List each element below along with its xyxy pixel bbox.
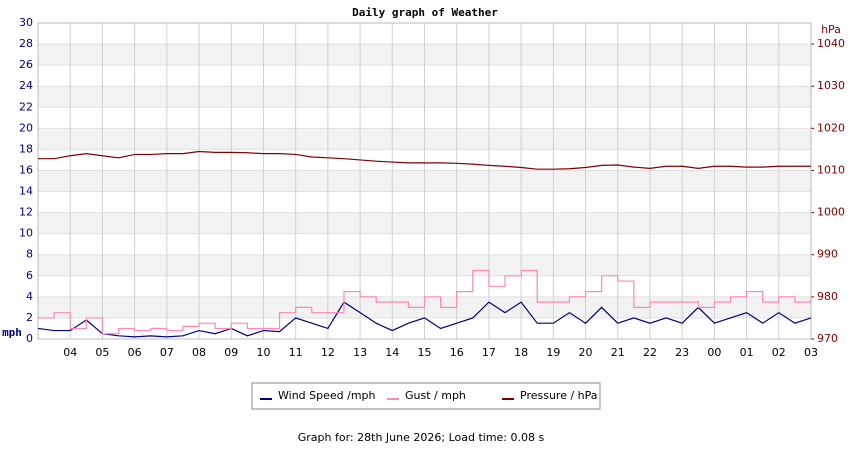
y-tick-label: 18 xyxy=(19,142,33,155)
y-tick-label: 22 xyxy=(19,100,33,113)
legend-label: Gust / mph xyxy=(405,389,466,402)
y2-tick-label: 1030 xyxy=(817,79,845,92)
x-tick-label: 21 xyxy=(611,346,625,359)
y-tick-label: 12 xyxy=(19,206,33,219)
y2-tick-label: 1020 xyxy=(817,121,845,134)
y-tick-label: 24 xyxy=(19,79,33,92)
y2-tick-label: 980 xyxy=(817,290,838,303)
x-tick-label: 06 xyxy=(128,346,142,359)
y-axis-label: mph xyxy=(2,326,22,339)
x-tick-label: 01 xyxy=(740,346,754,359)
y-tick-label: 4 xyxy=(26,290,33,303)
y-tick-label: 6 xyxy=(26,269,33,282)
x-tick-label: 10 xyxy=(256,346,270,359)
x-tick-label: 17 xyxy=(482,346,496,359)
x-tick-label: 08 xyxy=(192,346,206,359)
series-line xyxy=(38,150,811,170)
y2-tick-label: 990 xyxy=(817,248,838,261)
x-tick-label: 07 xyxy=(160,346,174,359)
x-tick-label: 15 xyxy=(418,346,432,359)
legend-label: Pressure / hPa xyxy=(520,389,598,402)
y-tick-label: 0 xyxy=(26,332,33,345)
y2-tick-label: 1010 xyxy=(817,163,845,176)
y-tick-label: 26 xyxy=(19,58,33,71)
x-tick-label: 12 xyxy=(321,346,335,359)
x-tick-label: 03 xyxy=(804,346,818,359)
x-tick-label: 23 xyxy=(675,346,689,359)
series-line xyxy=(37,301,812,338)
legend-label: Wind Speed /mph xyxy=(278,389,376,402)
x-tick-label: 04 xyxy=(63,346,77,359)
x-tick-label: 02 xyxy=(772,346,786,359)
x-tick-label: 00 xyxy=(707,346,721,359)
legend-box xyxy=(251,382,601,410)
y-tick-label: 14 xyxy=(19,185,33,198)
x-tick-label: 09 xyxy=(224,346,238,359)
y-tick-label: 28 xyxy=(19,37,33,50)
x-tick-label: 18 xyxy=(514,346,528,359)
series-line xyxy=(38,269,812,335)
y2-tick-label: 1040 xyxy=(817,37,845,50)
y-tick-label: 10 xyxy=(19,227,33,240)
y2-axis-label: hPa xyxy=(821,23,841,36)
y-tick-label: 2 xyxy=(26,311,33,324)
y-tick-label: 20 xyxy=(19,121,33,134)
x-tick-label: 14 xyxy=(385,346,399,359)
x-tick-label: 22 xyxy=(643,346,657,359)
y-tick-label: 16 xyxy=(19,163,33,176)
y2-tick-label: 1000 xyxy=(817,206,845,219)
y-tick-label: 8 xyxy=(26,248,33,261)
x-tick-label: 05 xyxy=(95,346,109,359)
plot-frame xyxy=(37,22,812,340)
x-tick-label: 16 xyxy=(450,346,464,359)
chart-title: Daily graph of Weather xyxy=(352,6,498,19)
x-tick-label: 19 xyxy=(546,346,560,359)
x-tick-label: 11 xyxy=(289,346,303,359)
y2-tick-label: 970 xyxy=(817,332,838,345)
footer: Graph for: 28th June 2026; Load time: 0.… xyxy=(298,431,545,444)
y-tick-label: 30 xyxy=(19,16,33,29)
x-tick-label: 20 xyxy=(579,346,593,359)
x-tick-label: 13 xyxy=(353,346,367,359)
